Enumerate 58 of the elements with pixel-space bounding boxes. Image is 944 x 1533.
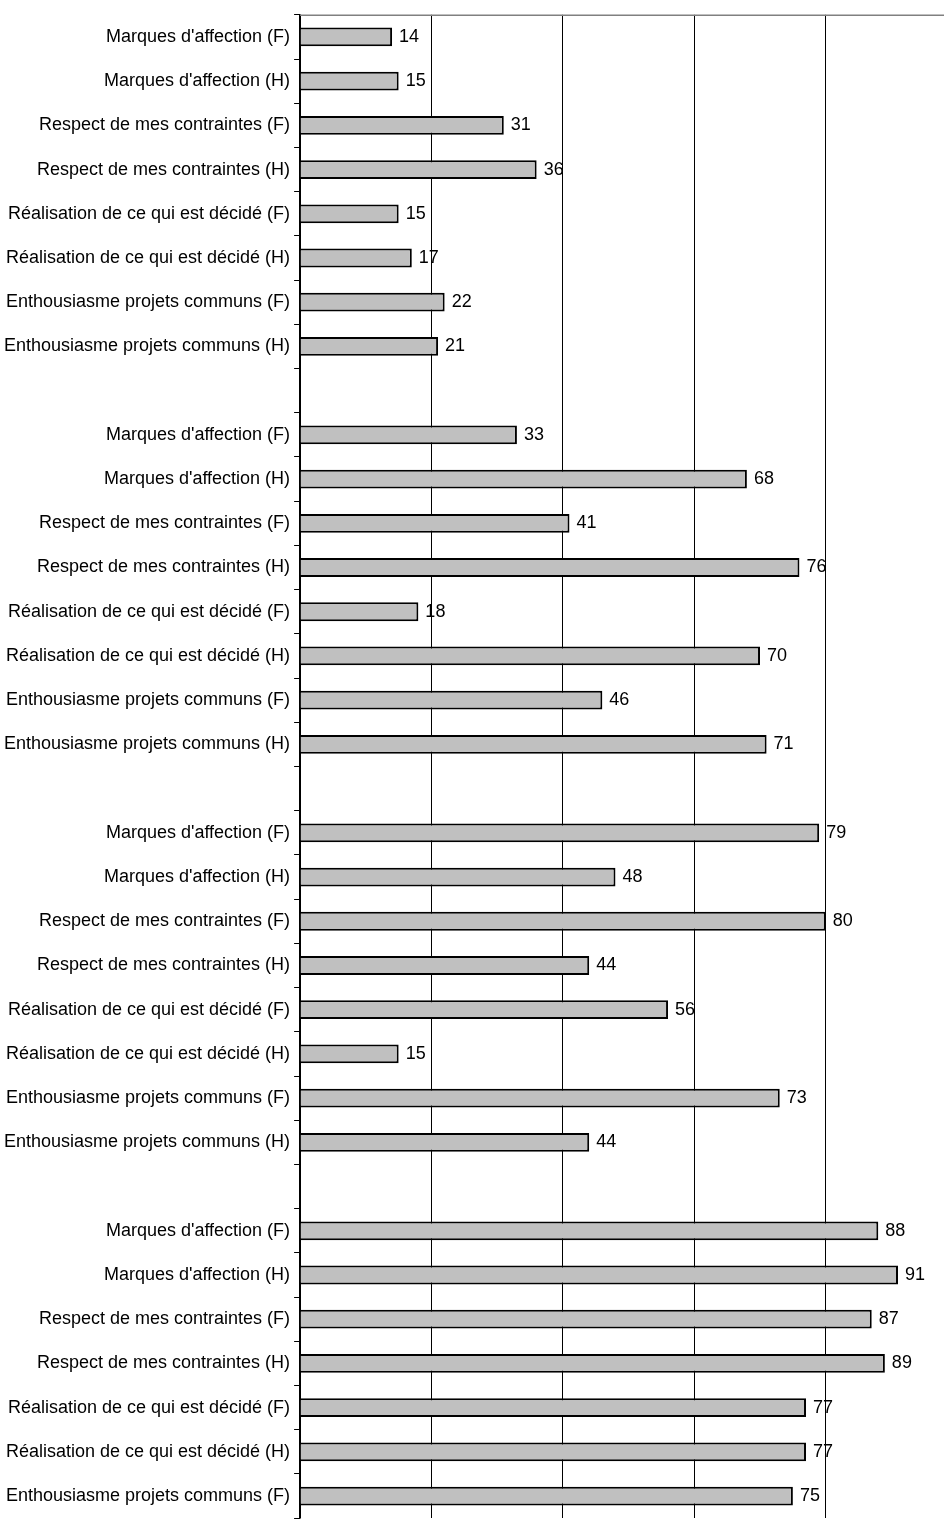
y-tick-label: Enthousiasme projets communs (H) [3,733,291,754]
y-tick-label: Marques d'affection (F) [105,1219,291,1240]
y-tick-label: Marques d'affection (H) [103,70,291,91]
y-tick-label: Marques d'affection (F) [105,25,291,46]
data-label: 70 [767,644,788,665]
y-tick-label: Réalisation de ce qui est décidé (H) [5,246,291,267]
y-tick-label: Réalisation de ce qui est décidé (F) [7,1396,291,1417]
data-label: 44 [596,954,617,975]
y-tick-label: Enthousiasme projets communs (F) [5,1087,291,1108]
data-label: 71 [773,733,794,754]
y-tick-label: Réalisation de ce qui est décidé (H) [5,1042,291,1063]
data-label: 75 [799,1485,820,1506]
y-tick-label: Respect de mes contraintes (H) [36,556,291,577]
y-tick-label: Réalisation de ce qui est décidé (F) [7,998,291,1019]
data-label: 79 [826,821,847,842]
y-tick-label: Marques d'affection (H) [103,468,291,489]
data-label: 68 [753,468,774,489]
data-label: 80 [832,910,853,931]
y-tick-label: Marques d'affection (H) [103,1263,291,1284]
y-tick-label: Enthousiasme projets communs (H) [3,1131,291,1152]
data-label: 14 [399,25,420,46]
y-tick-label: Respect de mes contraintes (F) [38,910,291,931]
y-tick-label: Enthousiasme projets communs (F) [5,1485,291,1506]
y-tick-label: Marques d'affection (H) [103,866,291,887]
y-tick-label: Respect de mes contraintes (H) [36,158,291,179]
y-tick-label: Respect de mes contraintes (F) [38,1308,291,1329]
y-tick-label: Respect de mes contraintes (H) [36,954,291,975]
data-label: 56 [675,998,696,1019]
y-tick-label: Respect de mes contraintes (H) [36,1352,291,1373]
data-label: 76 [806,556,827,577]
data-label: 91 [905,1263,926,1284]
y-tick-label: Enthousiasme projets communs (H) [3,335,291,356]
data-label: 46 [609,689,630,710]
y-tick-label: Respect de mes contraintes (F) [38,114,291,135]
y-tick-label: Enthousiasme projets communs (F) [5,689,291,710]
data-label: 31 [510,114,531,135]
data-label: 88 [885,1219,906,1240]
data-label: 33 [523,423,544,444]
data-label: 87 [878,1308,899,1329]
data-label: 15 [405,1042,426,1063]
y-tick-label: Réalisation de ce qui est décidé (F) [7,202,291,223]
y-tick-label: Réalisation de ce qui est décidé (H) [5,1440,291,1461]
y-tick-label: Réalisation de ce qui est décidé (F) [7,600,291,621]
data-label: 22 [451,291,472,312]
y-tick-label: Marques d'affection (F) [105,821,291,842]
data-label: 21 [445,335,466,356]
y-tick-label: Respect de mes contraintes (F) [38,512,291,533]
data-label: 73 [786,1087,807,1108]
y-tick-label: Marques d'affection (F) [105,423,291,444]
data-label: 15 [405,202,426,223]
data-label: 89 [891,1352,912,1373]
y-tick-label: Réalisation de ce qui est décidé (H) [5,644,291,665]
y-tick-label: Enthousiasme projets communs (F) [5,291,291,312]
data-label: 48 [622,866,643,887]
data-label: 44 [596,1131,617,1152]
data-label: 15 [405,70,426,91]
data-label: 36 [543,158,564,179]
data-label: 41 [576,512,597,533]
